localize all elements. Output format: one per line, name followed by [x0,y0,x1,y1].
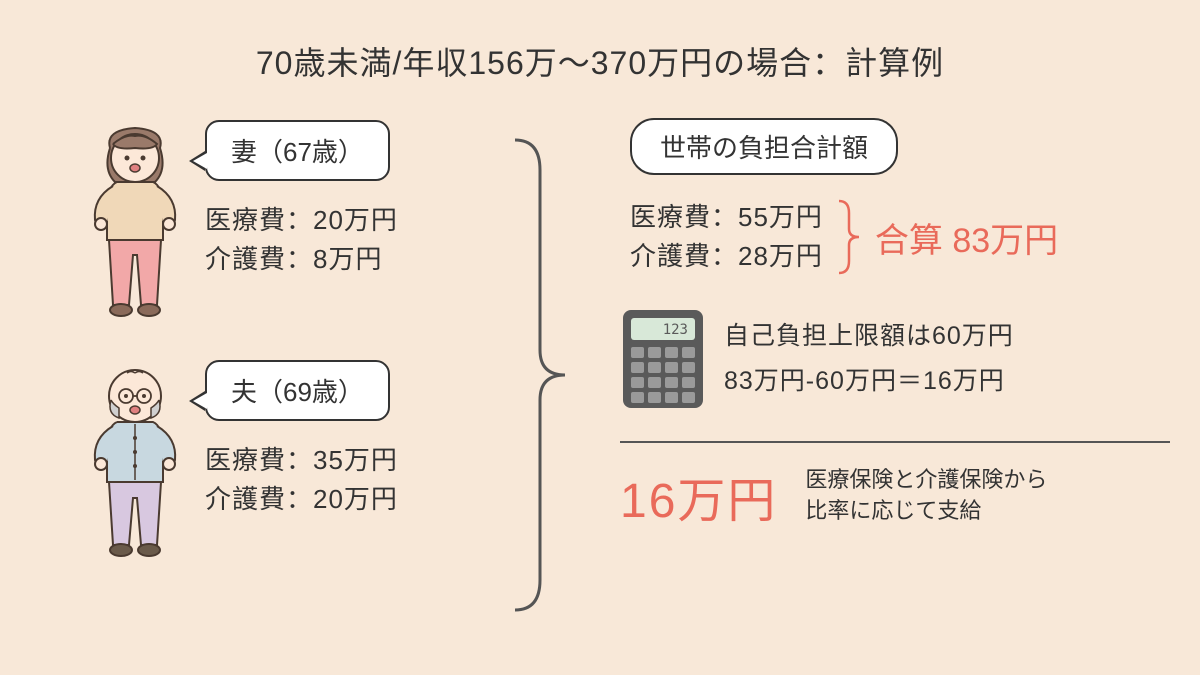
household-total-amount: 合算 83万円 [875,213,1058,262]
wife-medical-cost: 医療費：20万円 [205,201,398,240]
page-title: 70歳未満/年収156万〜370万円の場合：計算例 [0,0,1200,84]
limit-text: 自己負担上限額は60万円 [724,314,1014,359]
household-care: 介護費：28万円 [630,237,823,276]
husband-figure-icon [75,360,195,560]
household-total-label: 世帯の負担合計額 [630,118,898,175]
wife-block: 妻（67歳） 医療費：20万円 介護費：8万円 [75,120,505,320]
calc-display: 123 [663,322,688,338]
husband-info: 夫（69歳） 医療費：35万円 介護費：20万円 [205,360,398,519]
bracket-left-icon [510,130,570,620]
result-amount: 16万円 [620,461,777,531]
wife-speech-bubble: 妻（67歳） [205,120,390,181]
right-column: 世帯の負担合計額 医療費：55万円 介護費：28万円 合算 83万円 123 自… [590,118,1170,531]
household-costs-row: 医療費：55万円 介護費：28万円 合算 83万円 [630,197,1170,277]
husband-block: 夫（69歳） 医療費：35万円 介護費：20万円 [75,360,505,560]
result-row: 16万円 医療保険と介護保険から 比率に応じて支給 [620,441,1170,531]
left-column: 妻（67歳） 医療費：20万円 介護費：8万円 [75,120,505,600]
wife-care-cost: 介護費：8万円 [205,240,398,279]
wife-info: 妻（67歳） 医療費：20万円 介護費：8万円 [205,120,398,279]
husband-care-cost: 介護費：20万円 [205,480,398,519]
calculation-text: 自己負担上限額は60万円 83万円-60万円＝16万円 [724,314,1014,404]
husband-medical-cost: 医療費：35万円 [205,441,398,480]
result-note-line1: 医療保険と介護保険から [805,465,1047,496]
result-note: 医療保険と介護保険から 比率に応じて支給 [805,465,1047,527]
calculation-row: 123 自己負担上限額は60万円 83万円-60万円＝16万円 [620,307,1170,411]
husband-speech-bubble: 夫（69歳） [205,360,390,421]
wife-figure-icon [75,120,195,320]
formula-text: 83万円-60万円＝16万円 [724,359,1014,404]
result-note-line2: 比率に応じて支給 [805,496,1047,527]
household-medical: 医療費：55万円 [630,198,823,237]
calculator-icon: 123 [620,307,706,411]
bracket-right-icon [835,197,863,277]
household-cost-stack: 医療費：55万円 介護費：28万円 [630,198,823,276]
